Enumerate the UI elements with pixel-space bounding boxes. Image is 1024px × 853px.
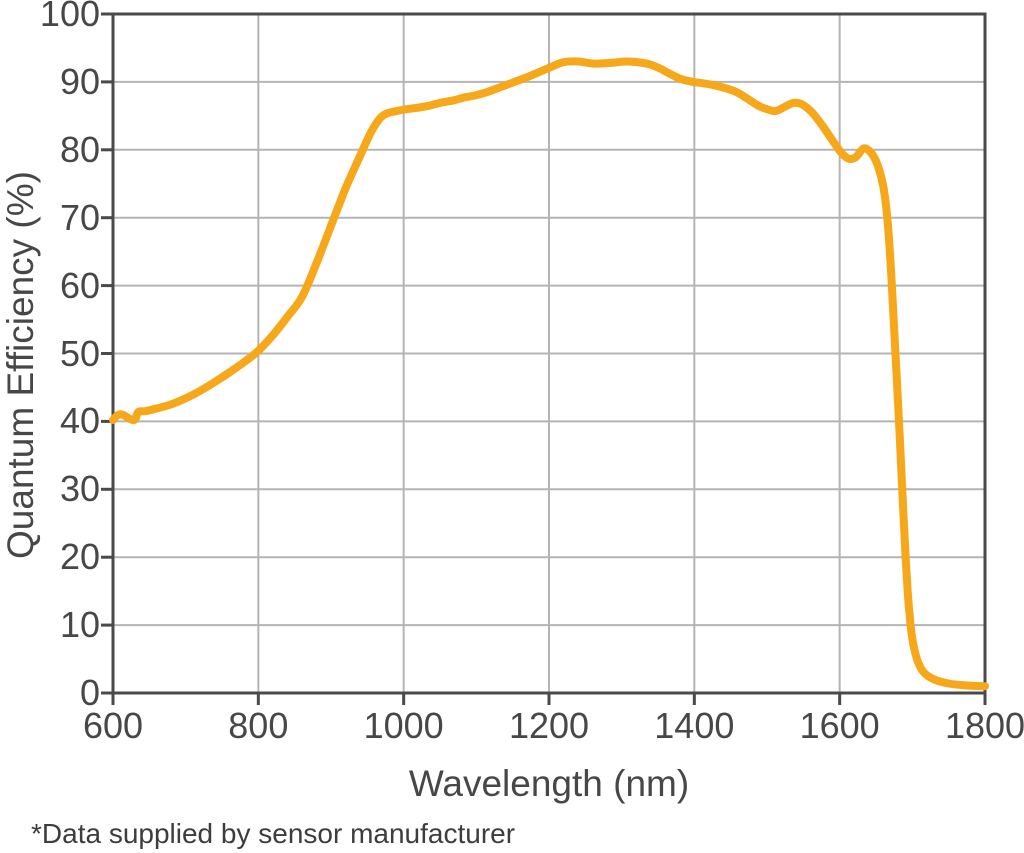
x-axis-title: Wavelength (nm): [408, 763, 690, 804]
x-tick-label: 1600: [799, 705, 880, 746]
y-tick-label: 70: [59, 196, 100, 238]
gridlines: [113, 14, 985, 693]
y-axis-title: Quantum Efficiency (%): [0, 171, 41, 559]
y-tick-label: 80: [59, 128, 100, 170]
y-tick-label: 60: [59, 264, 100, 306]
x-tick-label: 1800: [944, 705, 1024, 746]
footnote: *Data supplied by sensor manufacturer: [31, 818, 516, 849]
x-tick-label: 1000: [363, 705, 444, 746]
y-tick-label: 100: [39, 0, 100, 34]
y-tick-label: 50: [59, 332, 100, 374]
plot-frame: [111, 12, 987, 695]
y-tick-label: 10: [59, 604, 100, 646]
x-tick-label: 1400: [654, 705, 735, 746]
y-tick-label: 20: [59, 536, 100, 578]
y-tick-label: 30: [59, 468, 100, 510]
qe-curve: [109, 57, 989, 691]
y-tick-label: 40: [59, 400, 100, 442]
x-tick-label: 600: [82, 705, 144, 746]
y-tick-label: 90: [59, 60, 100, 102]
axis-tick-marks: [101, 12, 987, 705]
y-tick-label: 0: [79, 672, 100, 713]
x-tick-label: 800: [228, 705, 289, 746]
x-tick-label: 1200: [508, 705, 590, 746]
